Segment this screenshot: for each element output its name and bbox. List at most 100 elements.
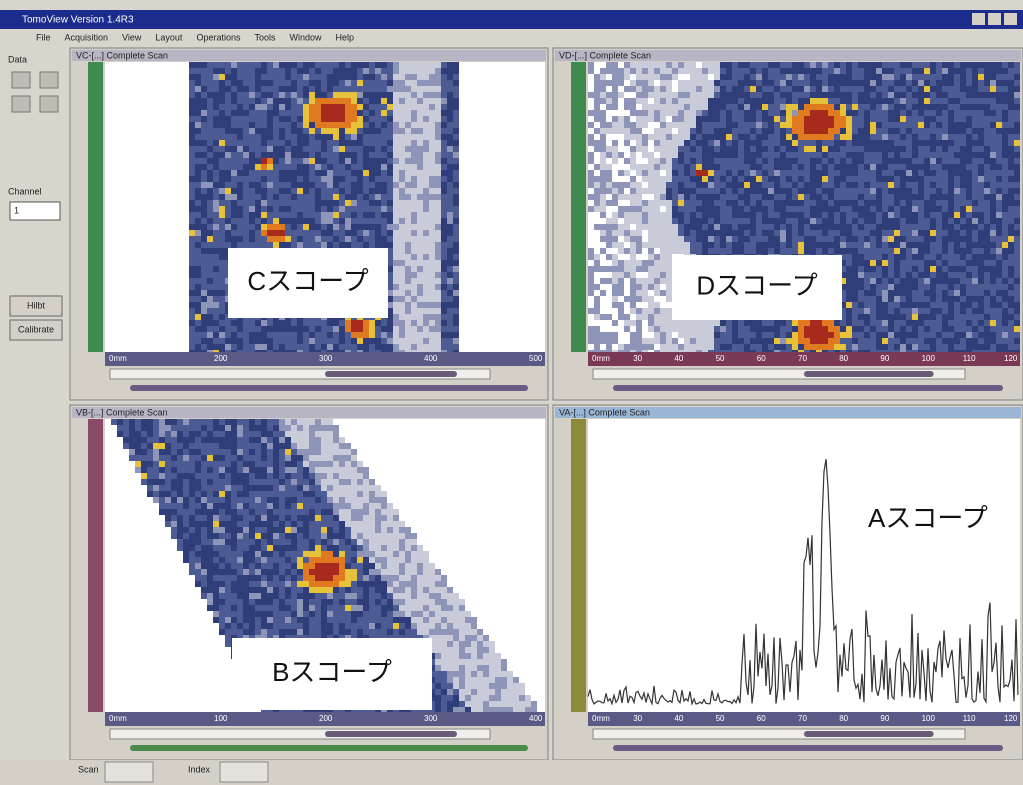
image-pixel	[399, 326, 405, 332]
button-label[interactable]: Hilbt	[27, 300, 46, 310]
image-pixel	[660, 110, 666, 116]
image-pixel	[744, 140, 750, 146]
image-pixel	[267, 206, 273, 212]
image-pixel	[411, 224, 417, 230]
image-pixel	[1002, 110, 1008, 116]
image-pixel	[600, 218, 606, 224]
image-pixel	[267, 230, 273, 236]
image-pixel	[768, 80, 774, 86]
print-icon[interactable]	[12, 96, 30, 112]
menu-item[interactable]: Layout	[155, 32, 183, 42]
image-pixel	[273, 104, 279, 110]
image-pixel	[630, 236, 636, 242]
image-pixel	[828, 242, 834, 248]
image-pixel	[684, 236, 690, 242]
menu-item[interactable]: View	[122, 32, 142, 42]
image-pixel	[429, 98, 435, 104]
button-label[interactable]: Calibrate	[18, 324, 54, 334]
image-pixel	[219, 158, 225, 164]
image-pixel	[852, 170, 858, 176]
image-pixel	[447, 86, 453, 92]
image-pixel	[894, 146, 900, 152]
menu-item[interactable]: Tools	[254, 32, 276, 42]
image-pixel	[237, 152, 243, 158]
image-pixel	[954, 224, 960, 230]
image-pixel	[786, 206, 792, 212]
image-pixel	[942, 140, 948, 146]
image-pixel	[678, 212, 684, 218]
image-pixel	[327, 218, 333, 224]
image-pixel	[612, 278, 618, 284]
range-slider[interactable]	[130, 385, 528, 391]
image-pixel	[816, 146, 822, 152]
image-pixel	[423, 128, 429, 134]
image-pixel	[666, 266, 672, 272]
image-pixel	[417, 224, 423, 230]
image-pixel	[942, 224, 948, 230]
image-pixel	[834, 152, 840, 158]
image-pixel	[393, 206, 399, 212]
image-pixel	[906, 272, 912, 278]
image-pixel	[588, 212, 594, 218]
view-icon[interactable]	[40, 96, 58, 112]
image-pixel	[846, 266, 852, 272]
maximize[interactable]	[988, 13, 1001, 25]
image-pixel	[291, 92, 297, 98]
image-pixel	[291, 98, 297, 104]
image-pixel	[441, 182, 447, 188]
image-pixel	[750, 158, 756, 164]
image-pixel	[375, 122, 381, 128]
image-pixel	[369, 182, 375, 188]
image-pixel	[930, 158, 936, 164]
image-pixel	[714, 164, 720, 170]
menu-item[interactable]: Acquisition	[65, 32, 109, 42]
image-pixel	[870, 104, 876, 110]
image-pixel	[738, 206, 744, 212]
image-pixel	[990, 92, 996, 98]
image-pixel	[768, 176, 774, 182]
image-pixel	[237, 338, 243, 344]
image-pixel	[990, 80, 996, 86]
image-pixel	[624, 152, 630, 158]
image-pixel	[453, 104, 459, 110]
image-pixel	[273, 122, 279, 128]
save-icon[interactable]	[40, 72, 58, 88]
image-pixel	[291, 320, 297, 326]
minimize[interactable]	[972, 13, 985, 25]
image-pixel	[666, 278, 672, 284]
menu-item[interactable]: Operations	[196, 32, 241, 42]
image-pixel	[918, 230, 924, 236]
image-pixel	[984, 242, 990, 248]
image-pixel	[429, 242, 435, 248]
image-pixel	[201, 272, 207, 278]
image-pixel	[852, 164, 858, 170]
image-pixel	[207, 92, 213, 98]
close[interactable]	[1004, 13, 1017, 25]
image-pixel	[996, 266, 1002, 272]
image-pixel	[828, 182, 834, 188]
menu-item[interactable]: Help	[336, 32, 355, 42]
image-pixel	[996, 248, 1002, 254]
image-pixel	[309, 176, 315, 182]
image-pixel	[219, 206, 225, 212]
image-pixel	[207, 308, 213, 314]
menu-item[interactable]: File	[36, 32, 51, 42]
image-pixel	[189, 182, 195, 188]
menu-item[interactable]: Window	[289, 32, 322, 42]
open-icon[interactable]	[12, 72, 30, 88]
scroll-thumb[interactable]	[325, 371, 457, 377]
image-pixel	[405, 272, 411, 278]
image-pixel	[660, 248, 666, 254]
image-pixel	[936, 158, 942, 164]
image-pixel	[411, 116, 417, 122]
image-pixel	[990, 230, 996, 236]
image-pixel	[630, 188, 636, 194]
image-pixel	[720, 158, 726, 164]
image-pixel	[948, 278, 954, 284]
image-pixel	[714, 74, 720, 80]
image-pixel	[588, 182, 594, 188]
image-pixel	[600, 230, 606, 236]
image-pixel	[804, 182, 810, 188]
image-pixel	[978, 62, 984, 68]
image-pixel	[966, 266, 972, 272]
